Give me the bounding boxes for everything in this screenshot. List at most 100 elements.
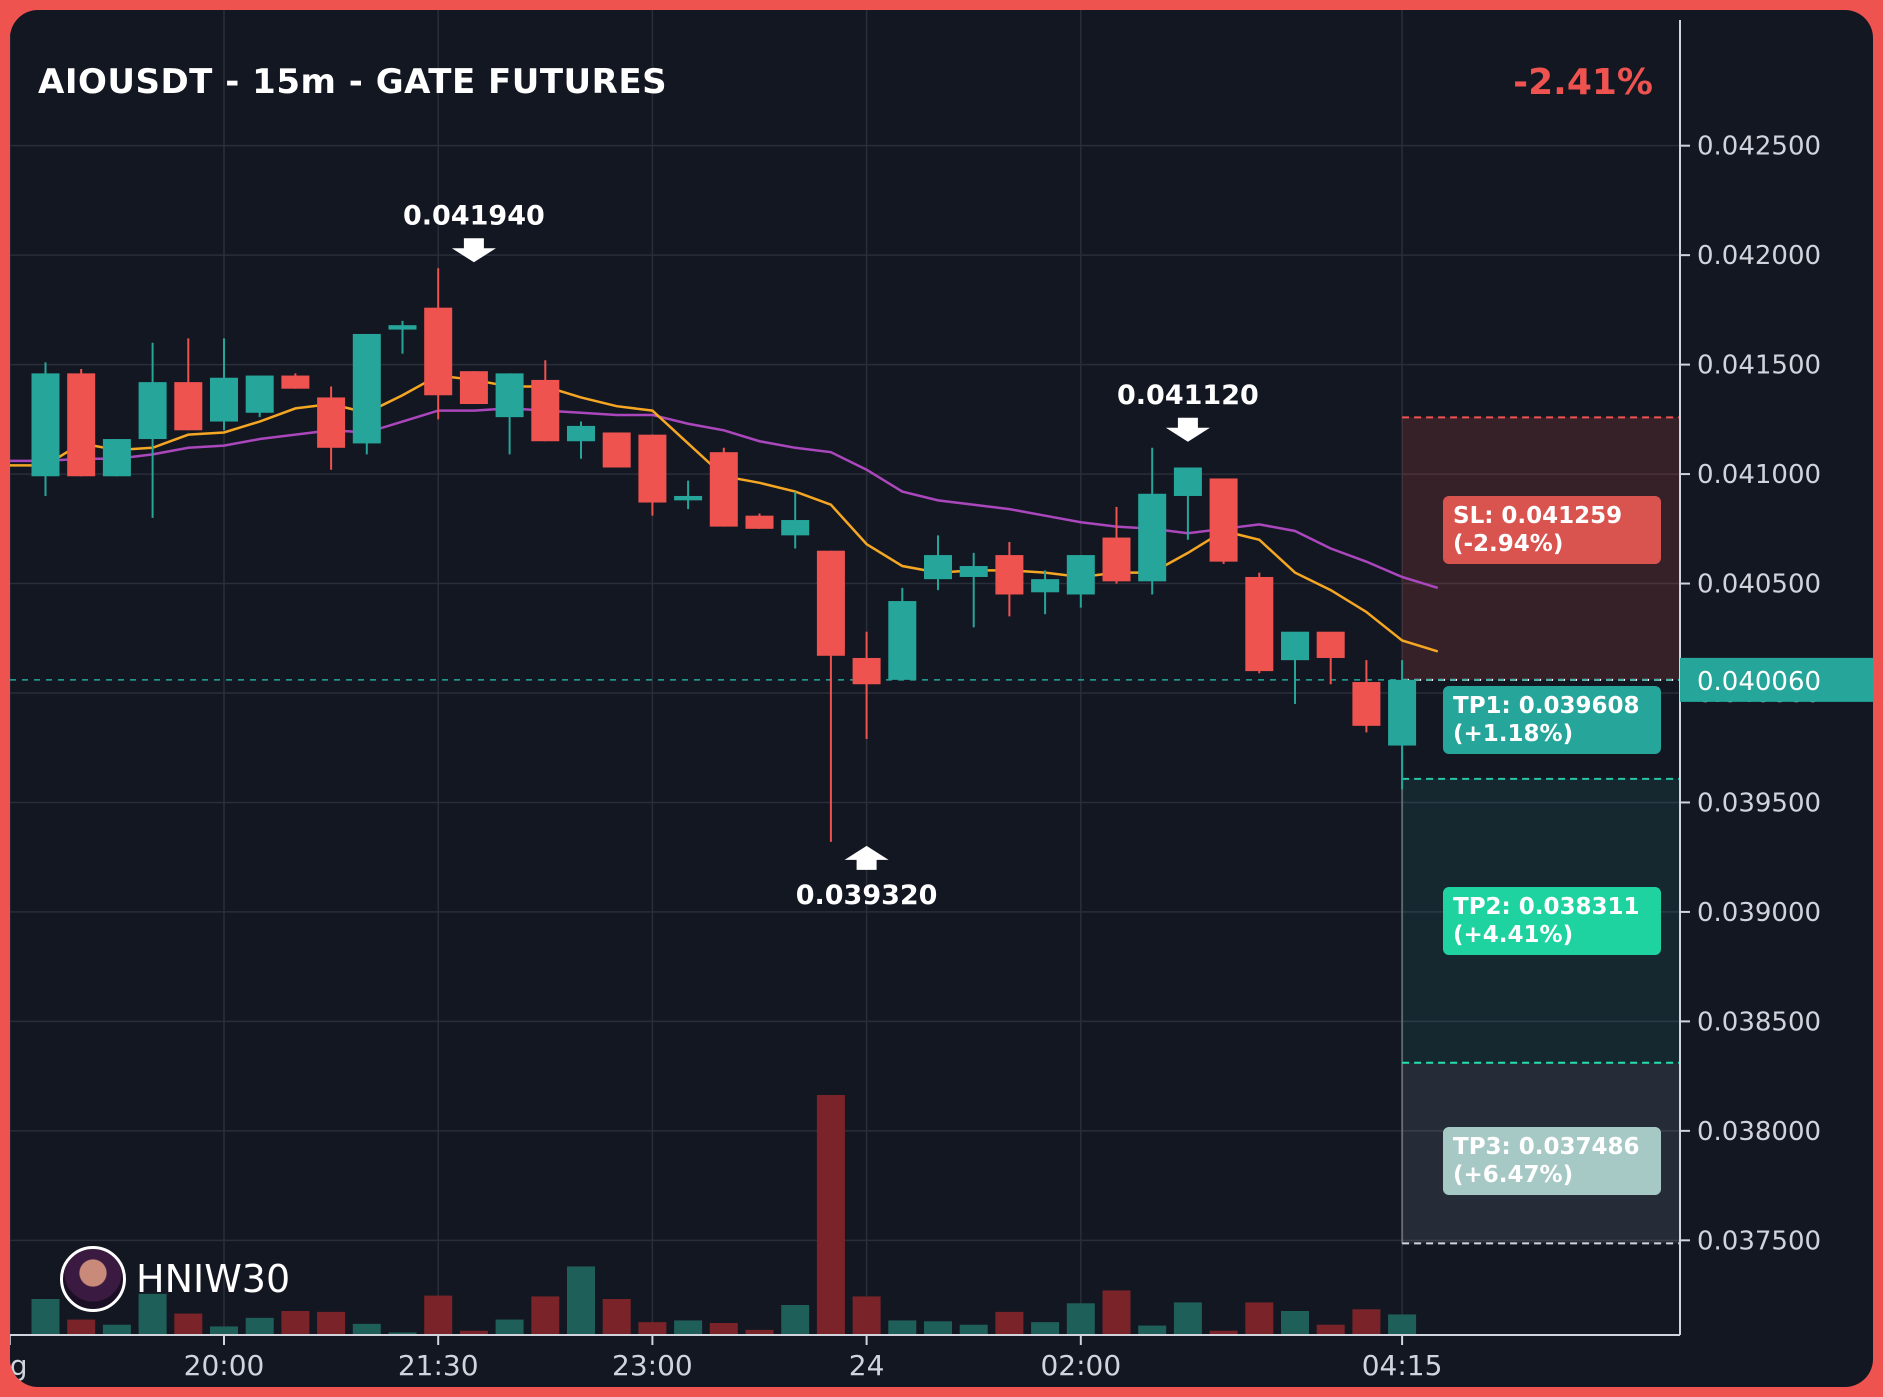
candle-body xyxy=(924,555,952,580)
candle-body xyxy=(567,425,595,442)
volume-bar xyxy=(531,1296,560,1335)
volume-bar xyxy=(102,1324,131,1335)
volume-bar xyxy=(281,1311,310,1335)
volume-bar xyxy=(174,1313,203,1335)
volume-bar xyxy=(1388,1314,1417,1335)
take-profit-3-price: TP3: 0.037486 xyxy=(1453,1134,1640,1160)
y-tick-label: 0.039000 xyxy=(1697,898,1821,928)
avatar xyxy=(60,1246,126,1312)
take-profit-2-label: TP2: 0.038311 (+4.41%) xyxy=(1443,887,1661,955)
stop-loss-price: SL: 0.041259 xyxy=(1453,503,1623,529)
take-profit-1-label: TP1: 0.039608 (+1.18%) xyxy=(1443,686,1661,754)
volume-bar xyxy=(638,1322,667,1335)
volume-bar xyxy=(888,1320,917,1335)
candle-body xyxy=(781,520,810,536)
volume-bar xyxy=(1352,1309,1381,1335)
volume-bar xyxy=(1245,1302,1274,1335)
volume-bar xyxy=(816,1095,845,1335)
candle-body xyxy=(745,515,774,529)
candle-body xyxy=(138,382,167,440)
candle-body xyxy=(995,555,1024,595)
author-watermark: HNIW30 xyxy=(60,1246,290,1312)
high-marker-label: 0.041120 xyxy=(1117,380,1259,411)
volume-bar xyxy=(245,1317,274,1335)
candle-body xyxy=(102,439,131,477)
volume-bar xyxy=(1209,1330,1238,1335)
candle-body xyxy=(174,382,203,431)
volume-bar xyxy=(1102,1290,1131,1335)
high-marker-arrow xyxy=(1165,417,1210,442)
y-tick-label: 0.042000 xyxy=(1697,241,1821,271)
volume-bar xyxy=(459,1330,488,1335)
candle-body xyxy=(388,325,417,330)
volume-bar xyxy=(67,1319,96,1335)
candle-body xyxy=(816,550,845,656)
y-tick-label: 0.038000 xyxy=(1697,1117,1821,1147)
candle-body xyxy=(709,452,738,527)
x-tick-label: 23:00 xyxy=(612,1349,693,1382)
chart-frame: 0.042500 0.042000 0.041500 0.041000 0.040500… xyxy=(10,10,1873,1387)
volume-bar xyxy=(959,1324,988,1335)
x-tick-label: ug xyxy=(10,1349,28,1382)
stop-loss-percent: (-2.94%) xyxy=(1453,531,1564,557)
take-profit-1-price: TP1: 0.039608 xyxy=(1453,693,1640,719)
candle-body xyxy=(317,397,346,448)
volume-bar xyxy=(1316,1324,1345,1335)
y-tick-label: 0.037500 xyxy=(1697,1226,1821,1256)
candle-body xyxy=(674,495,703,501)
x-tick-label: 24 xyxy=(849,1349,885,1382)
candle-body xyxy=(1245,576,1274,672)
percent-change: -2.41% xyxy=(1513,62,1653,103)
take-profit-3-percent: (+6.47%) xyxy=(1453,1162,1574,1188)
candle-body xyxy=(352,333,381,444)
take-profit-3-label: TP3: 0.037486 (+6.47%) xyxy=(1443,1127,1661,1195)
candle-body xyxy=(31,373,60,477)
candle-body xyxy=(1102,537,1131,582)
x-tick-label: 04:15 xyxy=(1362,1349,1443,1382)
volume-bar xyxy=(138,1293,167,1335)
candle-body xyxy=(67,373,96,477)
candle-body xyxy=(1388,679,1417,746)
volume-bar xyxy=(424,1295,453,1335)
take-profit-1-percent: (+1.18%) xyxy=(1453,721,1574,747)
candle-body xyxy=(424,307,453,396)
y-tick-label: 0.042500 xyxy=(1697,132,1821,162)
candle-body xyxy=(1066,555,1095,595)
high-marker-label: 0.041940 xyxy=(403,200,545,231)
current-price-label: 0.040060 xyxy=(1697,667,1821,697)
volume-bar xyxy=(1138,1325,1167,1335)
take-profit-2-percent: (+4.41%) xyxy=(1453,922,1574,948)
volume-bar xyxy=(1031,1322,1060,1335)
candle-body xyxy=(531,379,560,442)
volume-bar xyxy=(924,1321,952,1335)
x-tick-label: 02:00 xyxy=(1040,1349,1121,1382)
current-price-badge xyxy=(1680,657,1873,702)
volume-bar xyxy=(1066,1303,1095,1335)
volume-bar xyxy=(995,1311,1024,1335)
y-tick-label: 0.041500 xyxy=(1697,351,1821,381)
volume-bar xyxy=(602,1299,631,1335)
volume-bar xyxy=(709,1323,738,1335)
candle-body xyxy=(959,566,988,577)
price-chart[interactable]: 0.042500 0.042000 0.041500 0.041000 0.040500… xyxy=(10,10,1873,1387)
y-tick-label: 0.039500 xyxy=(1697,788,1821,818)
volume-bar xyxy=(852,1296,881,1335)
volume-bar xyxy=(745,1329,774,1335)
candle-body xyxy=(602,432,631,468)
high-marker-arrow xyxy=(451,238,496,263)
candle-body xyxy=(281,375,310,389)
volume-bar xyxy=(1173,1302,1202,1335)
candle-body xyxy=(638,434,667,503)
candle-body xyxy=(1352,682,1381,726)
candle-body xyxy=(495,373,524,418)
candle-body xyxy=(852,657,881,685)
x-tick-label: 21:30 xyxy=(398,1349,479,1382)
take-profit-2-price: TP2: 0.038311 xyxy=(1453,894,1640,920)
candle-body xyxy=(1209,478,1238,562)
candle-body xyxy=(888,601,917,680)
x-tick-label: 20:00 xyxy=(184,1349,265,1382)
low-marker-arrow xyxy=(844,845,889,870)
volume-bar xyxy=(674,1320,703,1335)
candle-body xyxy=(1031,579,1060,593)
candle-body xyxy=(1281,631,1309,661)
